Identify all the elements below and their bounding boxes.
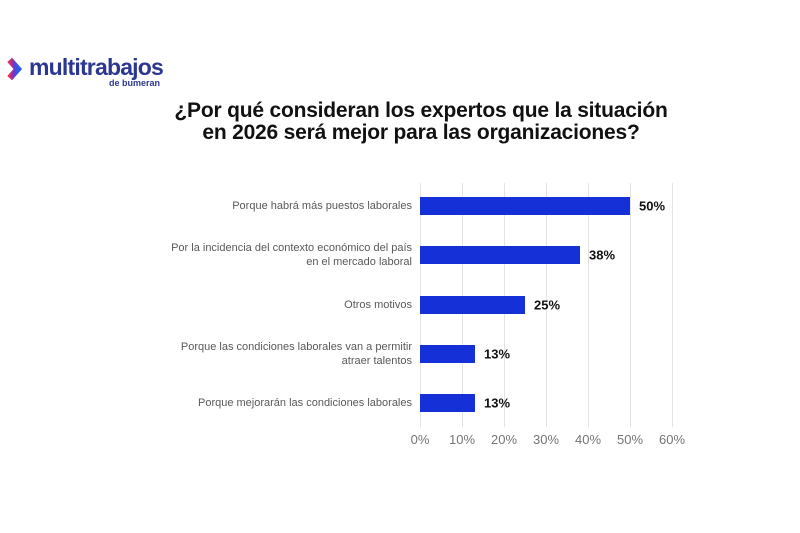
bar: [420, 344, 475, 363]
logo-text: multitrabajos de bumeran: [29, 54, 164, 88]
category-label: Porque las condiciones laborales van a p…: [180, 340, 412, 367]
bar: [420, 246, 580, 265]
x-axis-tick-label: 60%: [658, 432, 686, 447]
category-label: Porque habrá más puestos laborales: [232, 200, 412, 212]
value-label: 13%: [484, 346, 511, 362]
x-axis-tick-label: 0%: [410, 432, 430, 447]
brand-tagline: de bumeran: [109, 78, 161, 88]
chevron-right-icon: [7, 57, 23, 81]
category-label: Porque mejorarán las condiciones laboral…: [197, 397, 412, 410]
brand-name: multitrabajos: [29, 54, 164, 80]
x-axis-tick-label: 50%: [616, 432, 644, 447]
value-label: 50%: [639, 198, 666, 214]
x-axis-tick-label: 40%: [574, 432, 602, 447]
value-label: 13%: [484, 395, 511, 411]
x-axis-tick-label: 20%: [490, 432, 518, 447]
gridline: [546, 183, 547, 427]
bar: [420, 295, 525, 314]
gridline: [588, 183, 589, 427]
category-label: Otros motivos: [344, 298, 412, 311]
gridline: [630, 183, 631, 427]
bar: [420, 197, 630, 215]
value-label: 25%: [534, 297, 561, 313]
bar: [420, 394, 475, 413]
category-label: Por la incidencia del contexto económico…: [171, 242, 412, 269]
multitrabajos-logo: multitrabajos de bumeran: [6, 54, 164, 88]
x-axis-tick-label: 10%: [448, 432, 476, 447]
value-label: 38%: [589, 247, 616, 263]
gridline: [672, 183, 673, 427]
x-axis-tick-label: 30%: [532, 432, 560, 447]
chart-title: ¿Por qué consideran los expertos que la …: [174, 99, 668, 144]
